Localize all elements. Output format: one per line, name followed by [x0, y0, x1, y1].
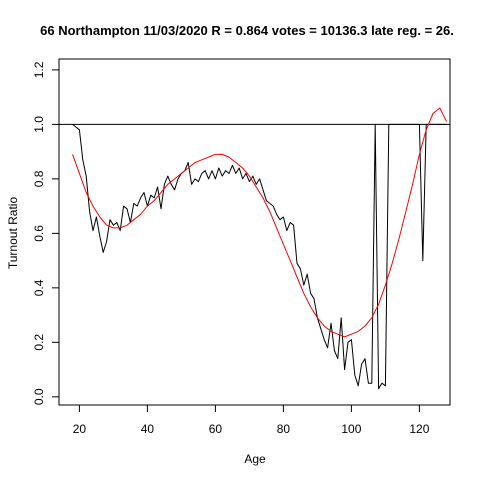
chart-title: 66 Northampton 11/03/2020 R = 0.864 vote… [40, 23, 454, 38]
y-tick-label: 0.4 [32, 279, 46, 296]
x-tick-label: 20 [73, 422, 87, 436]
y-axis-label: Turnout Ratio [6, 197, 20, 270]
y-tick-label: 1.2 [32, 61, 46, 78]
x-tick-label: 120 [409, 422, 429, 436]
x-axis-label: Age [244, 452, 266, 466]
x-tick-label: 40 [141, 422, 155, 436]
x-tick-label: 100 [341, 422, 361, 436]
y-tick-label: 0.0 [32, 388, 46, 405]
y-tick-label: 0.6 [32, 225, 46, 242]
y-tick-label: 1.0 [32, 116, 46, 133]
y-tick-label: 0.8 [32, 170, 46, 187]
y-tick-label: 0.2 [32, 334, 46, 351]
x-tick-label: 60 [209, 422, 223, 436]
x-tick-label: 80 [277, 422, 291, 436]
